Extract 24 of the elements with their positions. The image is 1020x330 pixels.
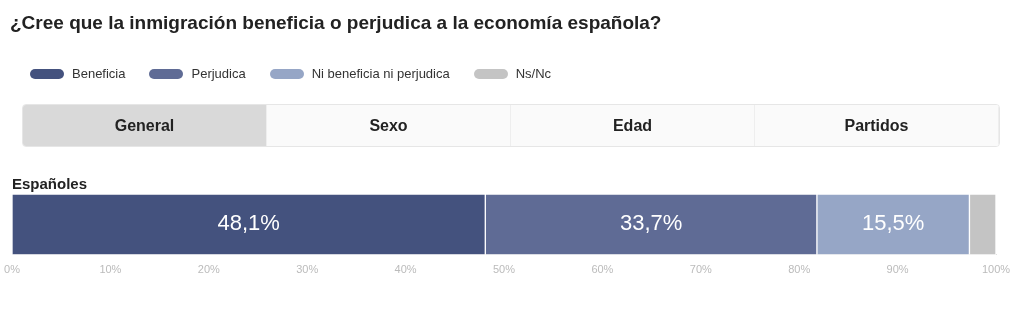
x-tick-label: 20% xyxy=(197,263,221,276)
tab-button: Sexo xyxy=(267,105,511,146)
legend-label: Ni beneficia ni perjudica xyxy=(311,66,450,81)
x-tick-label: 100% xyxy=(981,263,1011,276)
data-label: 15,5% xyxy=(861,210,925,236)
tab-button: Partidos xyxy=(755,105,999,146)
tab-button: Edad xyxy=(511,105,755,146)
x-tick-label: 30% xyxy=(296,263,319,276)
data-label: 33,7% xyxy=(619,210,683,236)
legend-label: Beneficia xyxy=(72,66,126,81)
x-tick-label: 70% xyxy=(689,263,713,276)
x-tick-label: 60% xyxy=(591,263,614,276)
legend-label: Ns/Nc xyxy=(515,66,552,81)
legend-label: Perjudica xyxy=(191,66,246,81)
data-label: 48,1% xyxy=(217,210,280,236)
chart-title: ¿Cree que la inmigración beneficia o perjudica a la economía española? xyxy=(10,12,662,34)
y-tick-label: Españoles xyxy=(12,174,88,192)
x-tick-label: 50% xyxy=(492,263,516,276)
x-tick-label: 40% xyxy=(394,263,417,276)
x-tick-label: 0% xyxy=(4,263,21,276)
tab-button: General xyxy=(23,105,267,146)
x-tick-label: 10% xyxy=(99,263,122,276)
x-tick-label: 90% xyxy=(886,263,909,276)
x-tick-label: 80% xyxy=(788,263,811,276)
